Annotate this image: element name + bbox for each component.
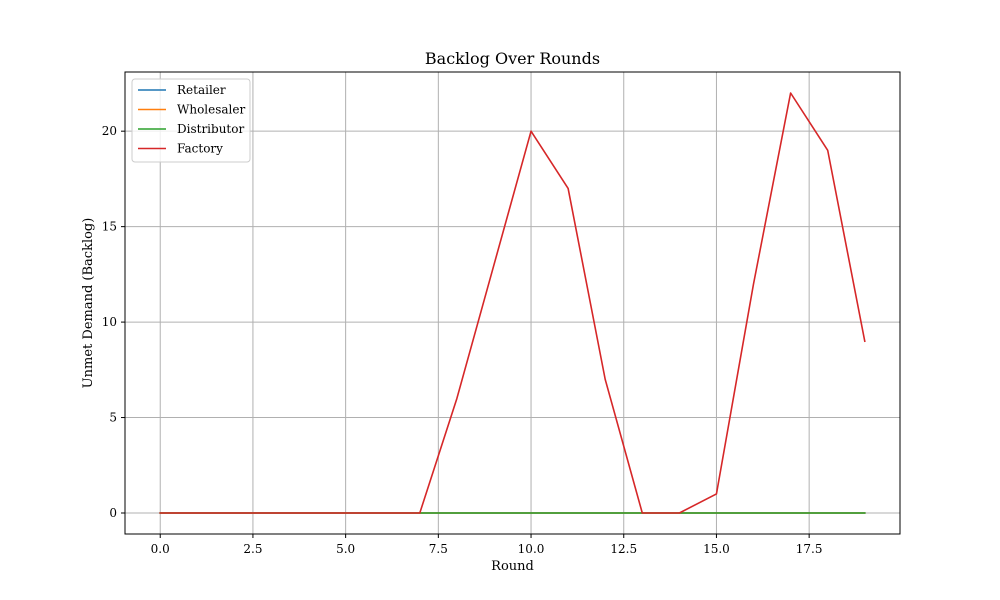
plot-frame xyxy=(124,71,901,535)
x-tick-label: 10.0 xyxy=(518,542,545,556)
chart-title: Backlog Over Rounds xyxy=(425,49,600,68)
y-tick-label: 5 xyxy=(109,411,117,425)
x-tick-label: 12.5 xyxy=(610,542,637,556)
y-tick-label: 10 xyxy=(102,315,117,329)
y-axis-label: Unmet Demand (Backlog) xyxy=(81,218,96,389)
x-tick-label: 7.5 xyxy=(429,542,448,556)
legend-label-factory: Factory xyxy=(177,142,223,156)
legend-label-retailer: Retailer xyxy=(177,83,226,97)
series-line-factory xyxy=(159,92,866,514)
y-tick-label: 20 xyxy=(102,124,117,138)
legend-label-distributor: Distributor xyxy=(177,122,244,136)
x-tick-label: 17.5 xyxy=(796,542,823,556)
x-axis-label: Round xyxy=(491,559,534,574)
legend-box xyxy=(131,78,251,163)
x-tick-label: 2.5 xyxy=(243,542,262,556)
x-tick-label: 15.0 xyxy=(703,542,730,556)
x-tick-label: 0.0 xyxy=(151,542,170,556)
x-tick-label: 5.0 xyxy=(336,542,355,556)
legend-label-wholesaler: Wholesaler xyxy=(177,103,245,117)
x-axis-ticks: 0.0 2.5 5.0 7.5 10.0 12.5 15.0 17.5 xyxy=(151,534,823,556)
series-lines xyxy=(159,92,866,514)
y-tick-label: 15 xyxy=(102,220,117,234)
legend: Retailer Wholesaler Distributor Factory xyxy=(131,78,251,163)
y-axis-ticks: 0 5 10 15 20 xyxy=(102,124,125,520)
y-tick-label: 0 xyxy=(109,506,117,520)
